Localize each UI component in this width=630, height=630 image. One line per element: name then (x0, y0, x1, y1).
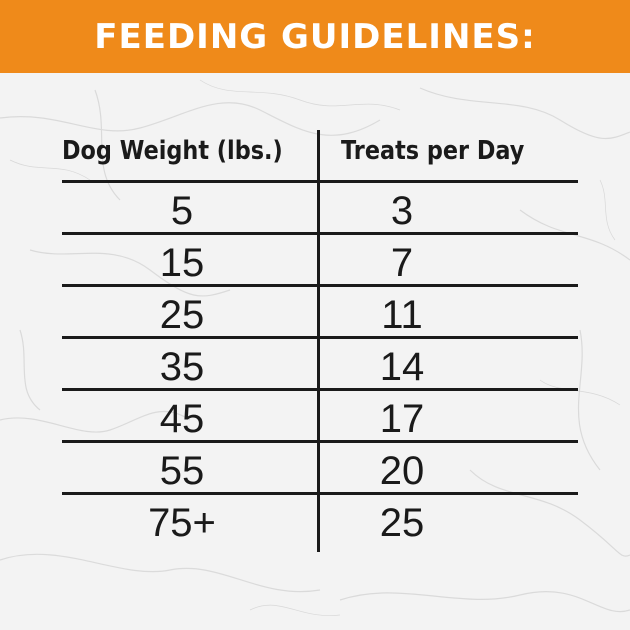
header-banner: FEEDING GUIDELINES: (0, 0, 630, 73)
treats-cell: 14 (379, 345, 425, 389)
weight-cell: 15 (159, 241, 205, 285)
table-row: 5 3 (62, 180, 578, 233)
header-dog-weight: Dog Weight (lbs.) (62, 136, 283, 166)
weight-cell: 35 (159, 345, 205, 389)
table-row: 75+ 25 (62, 492, 578, 545)
weight-cell: 55 (159, 449, 205, 493)
weight-cell: 25 (159, 293, 205, 337)
banner-title: FEEDING GUIDELINES: (94, 16, 536, 57)
table-row: 45 17 (62, 388, 578, 441)
table-header-row: Dog Weight (lbs.) Treats per Day (62, 128, 578, 180)
table-row: 25 11 (62, 284, 578, 337)
table-row: 15 7 (62, 232, 578, 285)
treats-cell: 25 (379, 501, 425, 545)
treats-cell: 3 (390, 189, 414, 233)
table-row: 35 14 (62, 336, 578, 389)
table-row: 55 20 (62, 440, 578, 493)
feeding-table: Dog Weight (lbs.) Treats per Day 5 3 15 … (62, 128, 578, 552)
weight-cell: 5 (170, 189, 194, 233)
column-divider (317, 130, 320, 552)
treats-cell: 17 (379, 397, 425, 441)
treats-cell: 20 (379, 449, 425, 493)
weight-cell: 45 (159, 397, 205, 441)
treats-cell: 11 (381, 293, 423, 337)
treats-cell: 7 (390, 241, 414, 285)
header-treats-per-day: Treats per Day (341, 136, 525, 166)
weight-cell: 75+ (148, 501, 216, 545)
